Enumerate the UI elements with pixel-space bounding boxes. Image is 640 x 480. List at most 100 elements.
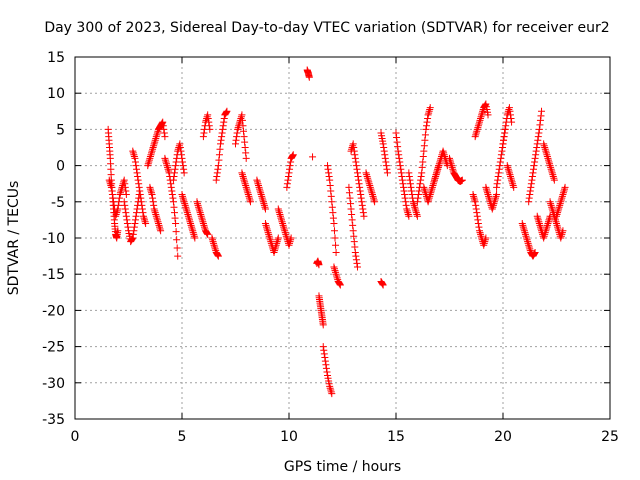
data-segment: [315, 292, 327, 329]
data-point-markers: [319, 343, 336, 398]
data-segment: [347, 140, 368, 220]
data-point-markers: [313, 257, 323, 269]
data-point-markers: [303, 66, 313, 81]
chart-title: Day 300 of 2023, Sidereal Day-to-day VTE…: [44, 20, 609, 36]
data-segment: [518, 220, 539, 260]
data-point-markers: [283, 151, 297, 191]
data-point-markers: [377, 129, 391, 177]
data-segment: [261, 220, 282, 256]
data-segment: [238, 169, 254, 206]
data-point-markers: [540, 140, 558, 184]
data-segment: [482, 183, 501, 213]
data-segment: [274, 205, 295, 249]
data-point-markers: [129, 147, 150, 228]
data-points: [104, 66, 569, 398]
data-segment: [377, 277, 387, 289]
y-tick-label: 10: [47, 86, 65, 102]
data-point-markers: [261, 220, 282, 256]
data-segment: [129, 147, 150, 228]
data-segment: [493, 125, 509, 191]
data-segment: [161, 154, 182, 260]
data-point-markers: [169, 140, 188, 184]
x-tick-label: 15: [387, 429, 405, 445]
data-point-markers: [499, 104, 516, 148]
data-point-markers: [518, 220, 539, 260]
data-segment: [169, 140, 188, 184]
data-segment: [324, 162, 340, 256]
data-point-markers: [446, 154, 466, 186]
data-segment: [319, 343, 336, 398]
data-segment: [232, 111, 250, 162]
data-segment: [283, 151, 297, 191]
data-point-markers: [199, 111, 214, 141]
data-segment: [144, 118, 169, 170]
data-point-markers: [553, 183, 569, 220]
data-point-markers: [146, 183, 165, 235]
data-segment: [303, 66, 313, 81]
y-tick-label: -35: [42, 412, 65, 428]
data-segment: [503, 162, 518, 191]
data-segment: [540, 140, 558, 184]
data-point-markers: [193, 198, 212, 238]
data-point-markers: [324, 162, 340, 256]
data-point-markers: [482, 183, 501, 213]
data-point-markers: [405, 169, 421, 220]
y-tick-label: 5: [56, 122, 65, 138]
data-point-markers: [493, 125, 509, 191]
y-tick-label: -5: [51, 195, 65, 211]
data-point-markers: [347, 140, 368, 220]
y-tick-label: -15: [42, 267, 65, 283]
data-point-markers: [392, 129, 413, 220]
data-segment: [208, 234, 222, 260]
data-point-markers: [238, 169, 254, 206]
y-tick-label: 15: [47, 50, 65, 66]
data-segment: [362, 169, 379, 206]
data-point-markers: [120, 191, 143, 246]
data-point-markers: [377, 277, 387, 289]
y-tick-label: 0: [56, 159, 65, 175]
data-point-markers: [345, 183, 361, 271]
y-axis-label: SDTVAR / TECUs: [6, 181, 22, 296]
data-point-markers: [431, 147, 451, 184]
data-segment: [499, 104, 516, 148]
data-point-markers: [274, 205, 295, 249]
data-segment: [469, 191, 490, 249]
data-point-markers: [178, 191, 199, 242]
data-point-markers: [362, 169, 379, 206]
data-point-markers: [413, 104, 434, 206]
y-tick-label: -10: [42, 231, 65, 247]
data-point-markers: [503, 162, 518, 191]
y-tick-label: -20: [42, 303, 65, 319]
data-segment: [446, 154, 466, 186]
x-tick-label: 10: [280, 429, 298, 445]
plot-frame: [74, 56, 611, 420]
data-point-markers: [330, 263, 344, 289]
data-segment: [309, 153, 317, 161]
x-tick-label: 5: [178, 429, 187, 445]
y-tick-label: -30: [42, 376, 65, 392]
x-tick-label: 20: [494, 429, 512, 445]
data-segment: [553, 183, 569, 220]
data-segment: [525, 107, 546, 206]
data-point-markers: [161, 154, 182, 260]
data-segment: [377, 129, 391, 177]
data-point-markers: [309, 153, 317, 161]
data-segment: [413, 104, 434, 206]
data-point-markers: [533, 212, 554, 242]
data-segment: [253, 176, 269, 213]
data-point-markers: [315, 292, 327, 329]
data-segment: [345, 183, 361, 271]
data-point-markers: [232, 111, 250, 162]
data-segment: [313, 257, 323, 269]
data-segment: [533, 212, 554, 242]
x-tick-label: 0: [71, 429, 80, 445]
data-segment: [199, 111, 214, 141]
x-axis-label: GPS time / hours: [284, 459, 401, 475]
data-segment: [193, 198, 212, 238]
data-segment: [471, 100, 492, 141]
data-point-markers: [144, 118, 169, 170]
data-point-markers: [525, 107, 546, 206]
x-tick-label: 25: [601, 429, 619, 445]
y-tick-label: -25: [42, 340, 65, 356]
